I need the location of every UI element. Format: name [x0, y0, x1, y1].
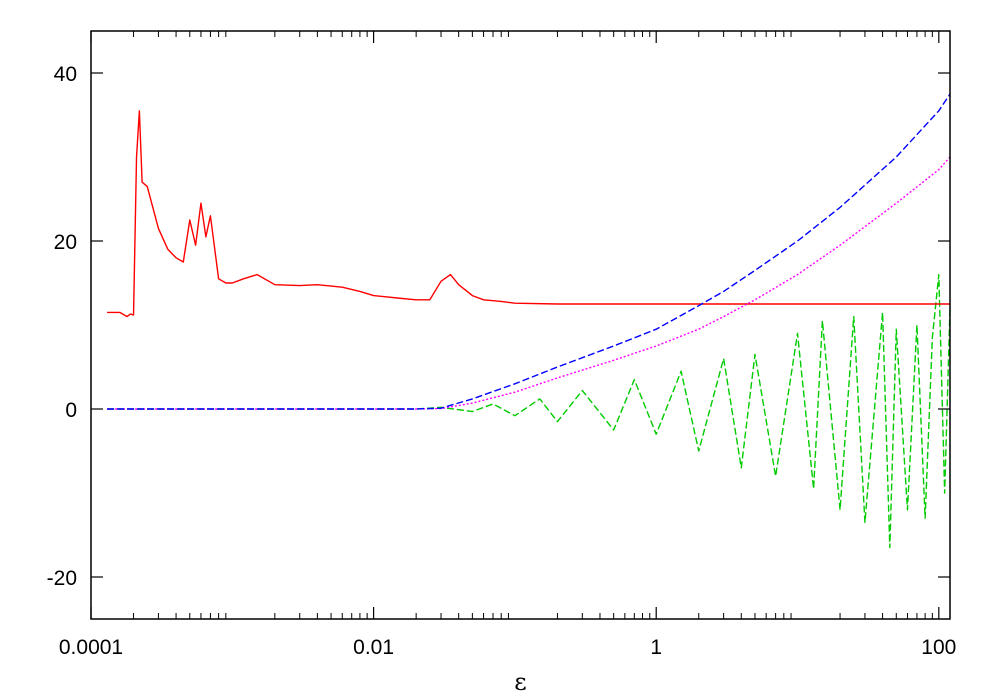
- series-layer: [107, 93, 951, 549]
- ticks-layer: 0.0001 0.01 1 100 40 20 0 -20: [47, 31, 956, 659]
- x-tick-label: 1: [650, 636, 662, 659]
- y-tick-label: 20: [54, 231, 77, 254]
- y-tick-label: 0: [65, 399, 77, 422]
- y-tick-label: -20: [47, 567, 77, 590]
- series-line-1: [107, 110, 950, 318]
- x-tick-label: 100: [921, 636, 956, 659]
- x-tick-label: 0.01: [353, 636, 394, 659]
- x-axis-label: ε: [514, 668, 526, 696]
- series-line-2: [107, 93, 951, 410]
- x-tick-label: 0.0001: [59, 636, 123, 659]
- plot-frame: [90, 30, 951, 620]
- series-line-4: [107, 273, 951, 549]
- y-tick-label: 40: [54, 63, 77, 86]
